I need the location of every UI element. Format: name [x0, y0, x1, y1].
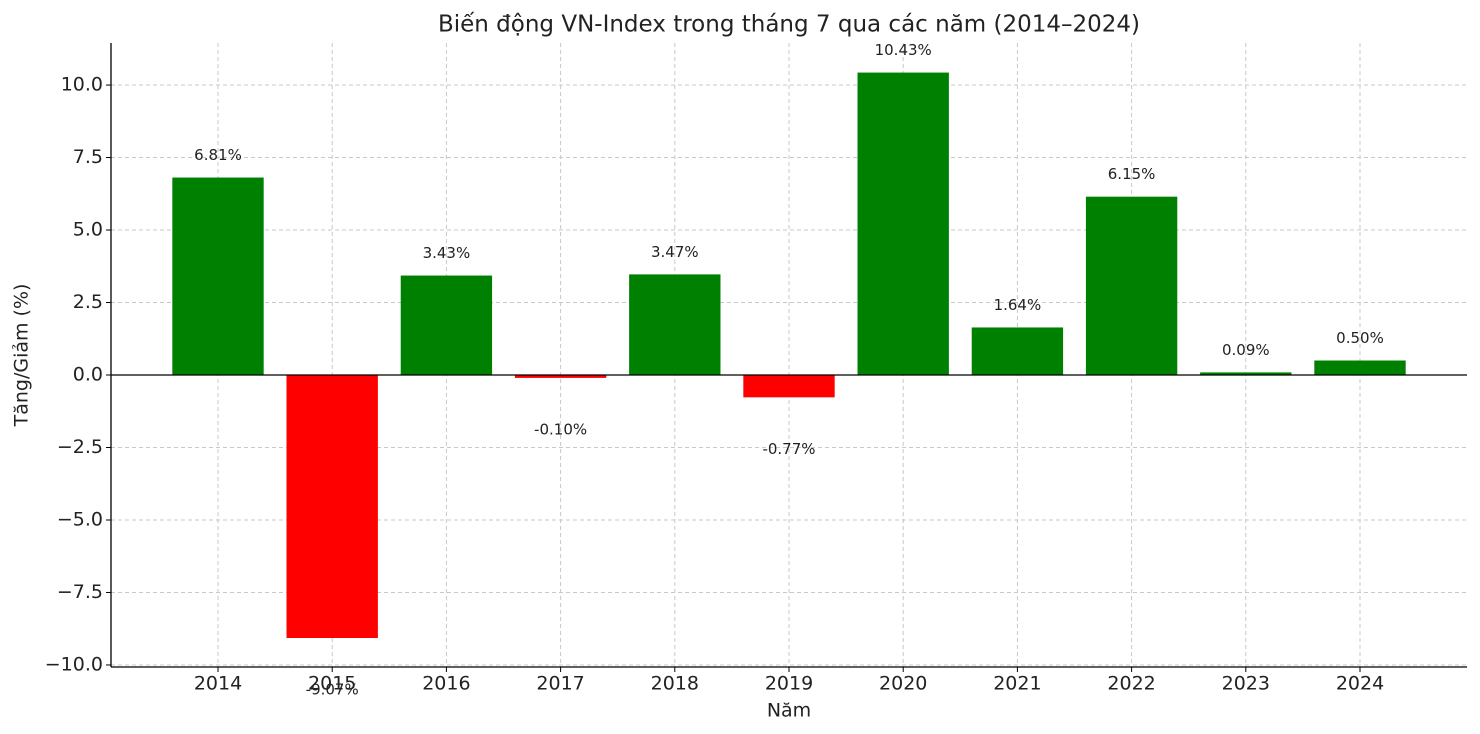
value-label: 1.64% — [994, 296, 1042, 314]
y-tick-label: 10.0 — [61, 74, 103, 96]
value-label: 0.50% — [1336, 329, 1384, 347]
x-tick-label: 2023 — [1222, 673, 1270, 695]
x-tick-label: 2017 — [536, 673, 584, 695]
bar — [1085, 196, 1178, 376]
x-axis-label: Năm — [767, 700, 811, 722]
bar — [514, 375, 607, 378]
y-tick-label: 2.5 — [73, 291, 103, 313]
x-tick-label: 2021 — [993, 673, 1041, 695]
bar — [743, 375, 835, 398]
chart-title: Biến động VN-Index trong tháng 7 qua các… — [438, 12, 1140, 38]
bar — [971, 327, 1064, 376]
value-label: -9.07% — [306, 681, 359, 699]
y-tick-label: −7.5 — [57, 581, 103, 603]
value-label: 3.47% — [651, 243, 699, 261]
y-tick-label: 5.0 — [73, 219, 103, 241]
value-label: 6.81% — [194, 146, 242, 164]
y-tick-label: −2.5 — [57, 436, 103, 458]
bar — [172, 177, 264, 376]
x-tick-label: 2019 — [765, 673, 813, 695]
bar — [286, 375, 378, 639]
x-tick-label: 2014 — [194, 673, 242, 695]
value-label: 10.43% — [875, 41, 932, 59]
x-tick-label: 2020 — [879, 673, 927, 695]
bar — [400, 275, 493, 376]
y-tick-label: −5.0 — [57, 508, 103, 530]
x-tick-label: 2024 — [1336, 673, 1384, 695]
value-label: 6.15% — [1108, 165, 1156, 183]
y-tick-label: −10.0 — [45, 653, 103, 675]
x-tick-label: 2022 — [1107, 673, 1155, 695]
y-tick-label: 7.5 — [73, 146, 103, 168]
value-label: 3.43% — [423, 244, 471, 262]
x-tick-label: 2016 — [422, 673, 470, 695]
value-label: 0.09% — [1222, 341, 1270, 359]
bar — [1200, 372, 1292, 376]
x-tick-label: 2018 — [651, 673, 699, 695]
bar — [857, 72, 949, 376]
value-label: -0.10% — [534, 420, 587, 438]
bar — [629, 274, 721, 376]
bar — [1314, 360, 1406, 376]
y-tick-label: 0.0 — [73, 364, 103, 386]
x-tick-label: 2015 — [308, 673, 356, 695]
value-label: -0.77% — [762, 440, 815, 458]
y-axis-label: Tăng/Giảm (%) — [11, 284, 33, 428]
